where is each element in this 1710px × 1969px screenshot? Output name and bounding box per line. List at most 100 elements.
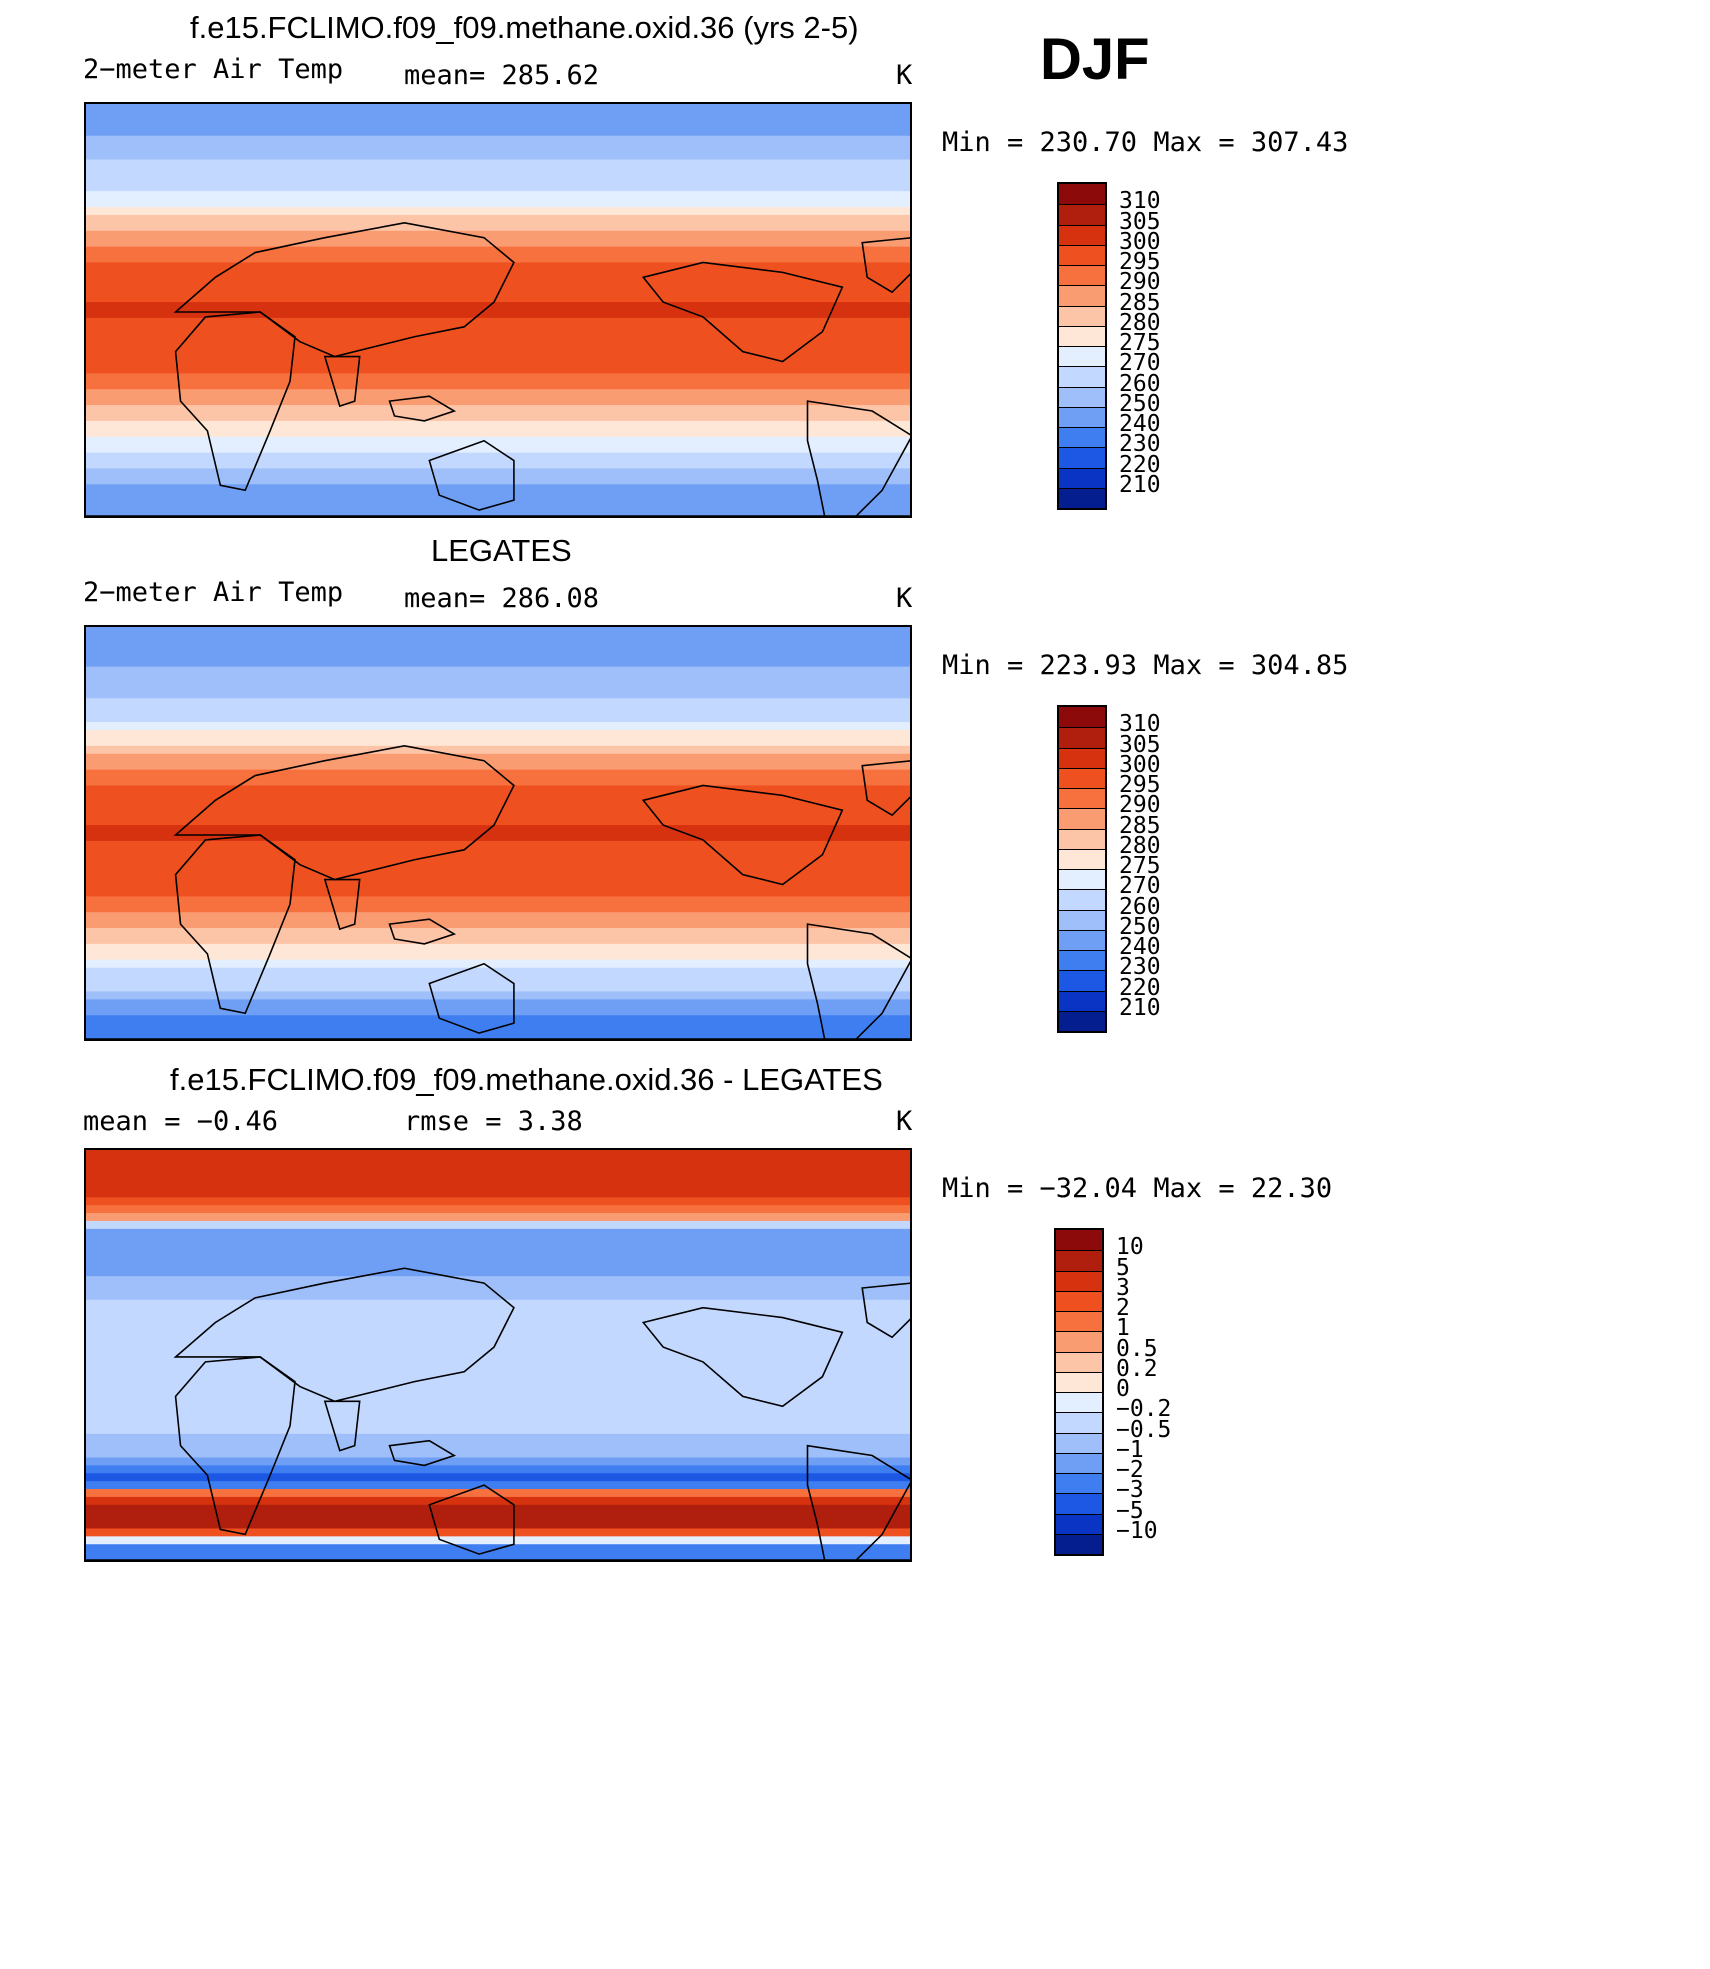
colorbar-tick-label: 310 [1119,711,1161,738]
zonal-band [86,111,910,121]
zonal-band [86,270,910,279]
zonal-band [86,1031,910,1039]
coastline [428,962,515,1034]
colorbar-tick-label: 260 [1119,893,1161,920]
colorbar-swatch [1059,889,1105,910]
colorbar-swatch [1059,869,1105,890]
zonal-band [86,872,910,882]
colorbar-swatch [1059,285,1105,306]
zonal-band [86,777,910,787]
zonal-band [86,1433,910,1443]
colorbar-tick-label: 260 [1119,370,1161,397]
colorbar-swatch [1056,1533,1102,1554]
zonal-band [86,444,910,454]
zonal-band [86,817,910,826]
zonal-band [86,1410,910,1419]
colorbar-tick-label: 295 [1119,772,1161,798]
zonal-band [86,341,910,351]
zonal-band [86,1007,910,1016]
colorbar-swatch [1059,265,1105,286]
zonal-band [86,698,910,707]
zonal-band [86,999,910,1008]
panel-diff-units: K [896,1106,913,1137]
panel-diff-rmse: rmse = 3.38 [404,1106,583,1137]
panel-obs-title: LEGATES [431,533,572,568]
panel-model-map [84,102,912,518]
zonal-band [86,634,910,644]
zonal-band [86,666,910,676]
panel-diff-map [84,1148,912,1562]
zonal-band [86,1220,910,1230]
zonal-band [86,1528,910,1537]
colorbar-tick-label: 270 [1119,873,1161,900]
zonal-band [86,420,910,430]
panel-diff-minmax: Min = −32.04 Max = 22.30 [942,1173,1333,1204]
zonal-band [86,452,910,462]
zonal-band [86,127,910,137]
colorbar-tick-label: 210 [1119,994,1161,1021]
zonal-band [86,1481,910,1490]
map-svg [86,1150,910,1560]
panel-diff-colorbar [1054,1228,1104,1556]
colorbar-swatch [1056,1250,1102,1271]
coastline [388,918,457,945]
panel-model-mean: mean= 285.62 [404,60,600,91]
colorbar-tick-label: −0.2 [1116,1396,1172,1423]
colorbar-swatch [1059,950,1105,971]
coastline [641,1306,844,1408]
zonal-band [86,722,910,731]
colorbar-tick-label: 1 [1116,1315,1130,1342]
zonal-band [86,428,910,438]
colorbar-swatch [1059,1010,1105,1031]
coastline [641,784,844,886]
zonal-band [86,1213,910,1222]
panel-model-minmax: Min = 230.70 Max = 307.43 [942,127,1349,158]
zonal-band [86,436,910,446]
zonal-band [86,983,910,993]
zonal-band [86,714,910,723]
zonal-band [86,1347,910,1356]
zonal-band [86,1205,910,1214]
zonal-band [86,1512,910,1522]
zonal-band [86,151,910,161]
colorbar-swatch [1059,808,1105,829]
zonal-band [86,294,910,303]
zonal-band [86,254,910,264]
zonal-band [86,1236,910,1246]
zonal-band [86,1441,910,1451]
colorbar-tick-label: 2 [1116,1295,1130,1321]
colorbar-swatch [1059,828,1105,849]
zonal-band [86,761,910,771]
panel-model-colorbar [1057,182,1107,510]
season-label: DJF [1040,27,1150,92]
zonal-band [86,357,910,367]
zonal-band [86,856,910,866]
coastline [173,222,515,358]
zonal-band [86,1418,910,1427]
colorbar-tick-label: −10 [1116,1517,1158,1544]
zonal-band [86,199,910,208]
colorbar-tick-label: 210 [1119,471,1161,498]
zonal-band [86,1244,910,1254]
colorbar-tick-label: 275 [1119,330,1161,356]
zonal-band [86,397,910,406]
colorbar-swatch [1059,325,1105,346]
zonal-band [86,967,910,977]
zonal-band [86,476,910,485]
zonal-band [86,1307,910,1317]
zonal-band [86,1299,910,1309]
zonal-band [86,302,910,311]
colorbar-swatch [1059,305,1105,326]
colorbar-tick-label: 290 [1119,792,1161,819]
zonal-band [86,1536,910,1545]
zonal-band [86,405,910,414]
colorbar-swatch [1059,747,1105,768]
zonal-band [86,627,910,636]
map-svg [86,627,910,1039]
coastline [388,395,457,422]
zonal-band [86,848,910,858]
zonal-band [86,1015,910,1024]
colorbar-tick-label: −0.5 [1116,1416,1172,1443]
zonal-band [86,222,910,232]
coastline [806,1444,910,1560]
